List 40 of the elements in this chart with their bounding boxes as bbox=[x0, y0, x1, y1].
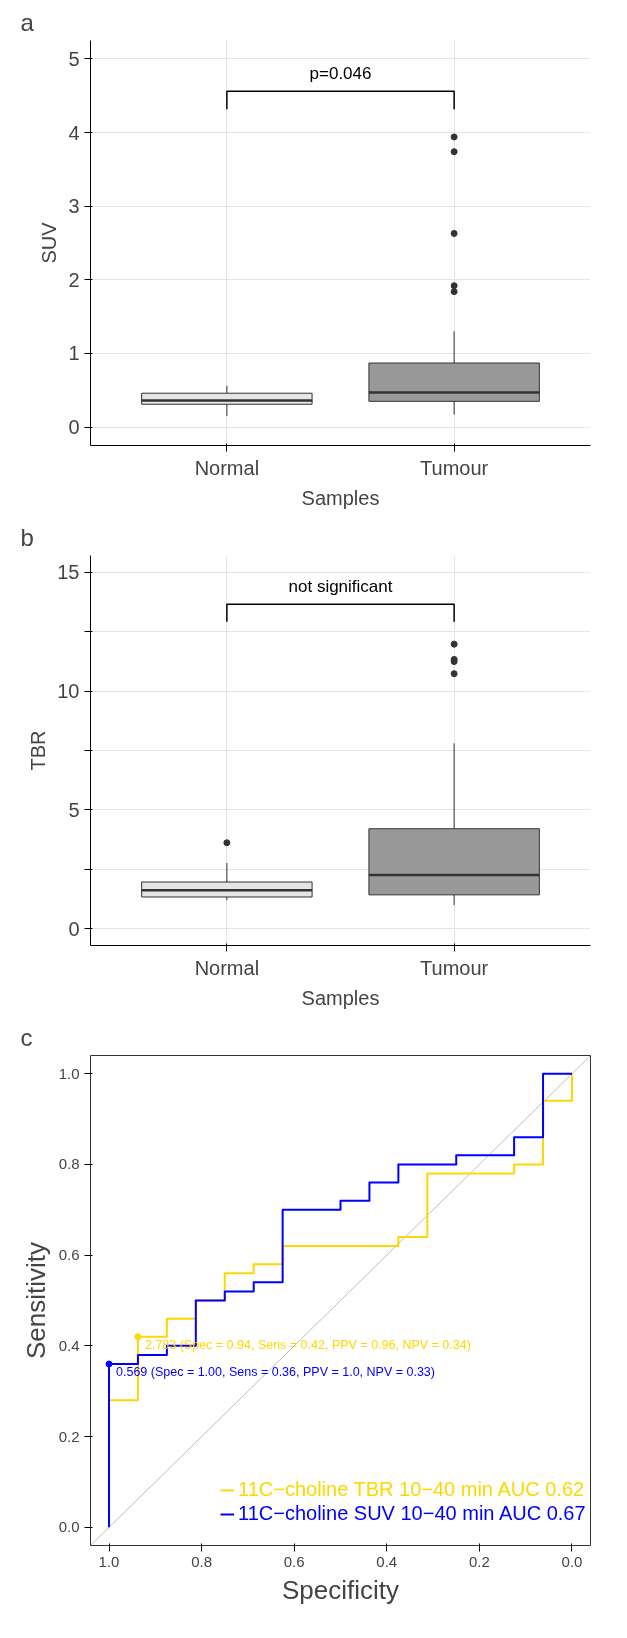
legend-label: 11C−choline TBR 10−40 min AUC 0.62 bbox=[238, 1478, 585, 1501]
x-tick-label: 0.4 bbox=[376, 1552, 398, 1570]
y-tick-label: 10 bbox=[57, 680, 80, 703]
y-axis-title: Sensitivity bbox=[20, 1241, 51, 1360]
y-tick-label: 0 bbox=[68, 917, 80, 940]
chart-title: c bbox=[20, 1023, 33, 1051]
x-axis-title: Specificity bbox=[281, 1574, 400, 1605]
legend-label: 11C−choline SUV 10−40 min AUC 0.67 bbox=[238, 1502, 586, 1525]
x-axis-title: Samples bbox=[301, 486, 380, 509]
y-tick-label: 0 bbox=[68, 416, 80, 439]
annotation: not significant bbox=[288, 577, 393, 597]
x-tick-label: Normal bbox=[194, 456, 260, 479]
x-tick-label: 0.6 bbox=[283, 1552, 305, 1570]
x-axis-title: Samples bbox=[301, 986, 380, 1009]
y-tick-label: 4 bbox=[68, 121, 80, 144]
y-axis-title: SUV bbox=[38, 221, 61, 264]
chart-title: b bbox=[20, 523, 34, 551]
y-tick-label: 0.4 bbox=[58, 1336, 80, 1354]
x-tick-label: 0.2 bbox=[468, 1552, 490, 1570]
y-tick-label: 5 bbox=[68, 798, 80, 821]
y-tick-label: 0.2 bbox=[58, 1427, 80, 1445]
y-tick-label: 0.8 bbox=[58, 1155, 80, 1173]
series-label: 2.783 (Spec = 0.94, Sens = 0.42, PPV = 0.96, NPV = 0.34) bbox=[144, 1337, 471, 1352]
x-tick-label: Tumour bbox=[420, 456, 489, 479]
y-tick-label: 2 bbox=[68, 268, 80, 291]
x-tick-label: Normal bbox=[194, 956, 260, 979]
y-axis-title: TBR bbox=[27, 730, 50, 771]
x-tick-label: 0.0 bbox=[561, 1552, 583, 1570]
annotation: p=0.046 bbox=[309, 64, 372, 84]
y-tick-label: 0.0 bbox=[58, 1518, 80, 1536]
x-tick-label: 0.8 bbox=[191, 1552, 213, 1570]
y-tick-label: 1.0 bbox=[58, 1064, 80, 1082]
y-tick-label: 1 bbox=[68, 342, 80, 365]
x-tick-label: Tumour bbox=[420, 956, 489, 979]
y-tick-label: 3 bbox=[68, 195, 80, 218]
chart-title: a bbox=[20, 8, 35, 36]
x-tick-label: 1.0 bbox=[98, 1552, 120, 1570]
y-tick-label: 15 bbox=[57, 561, 80, 584]
y-tick-label: 5 bbox=[68, 47, 80, 70]
y-tick-label: 0.6 bbox=[58, 1246, 80, 1264]
